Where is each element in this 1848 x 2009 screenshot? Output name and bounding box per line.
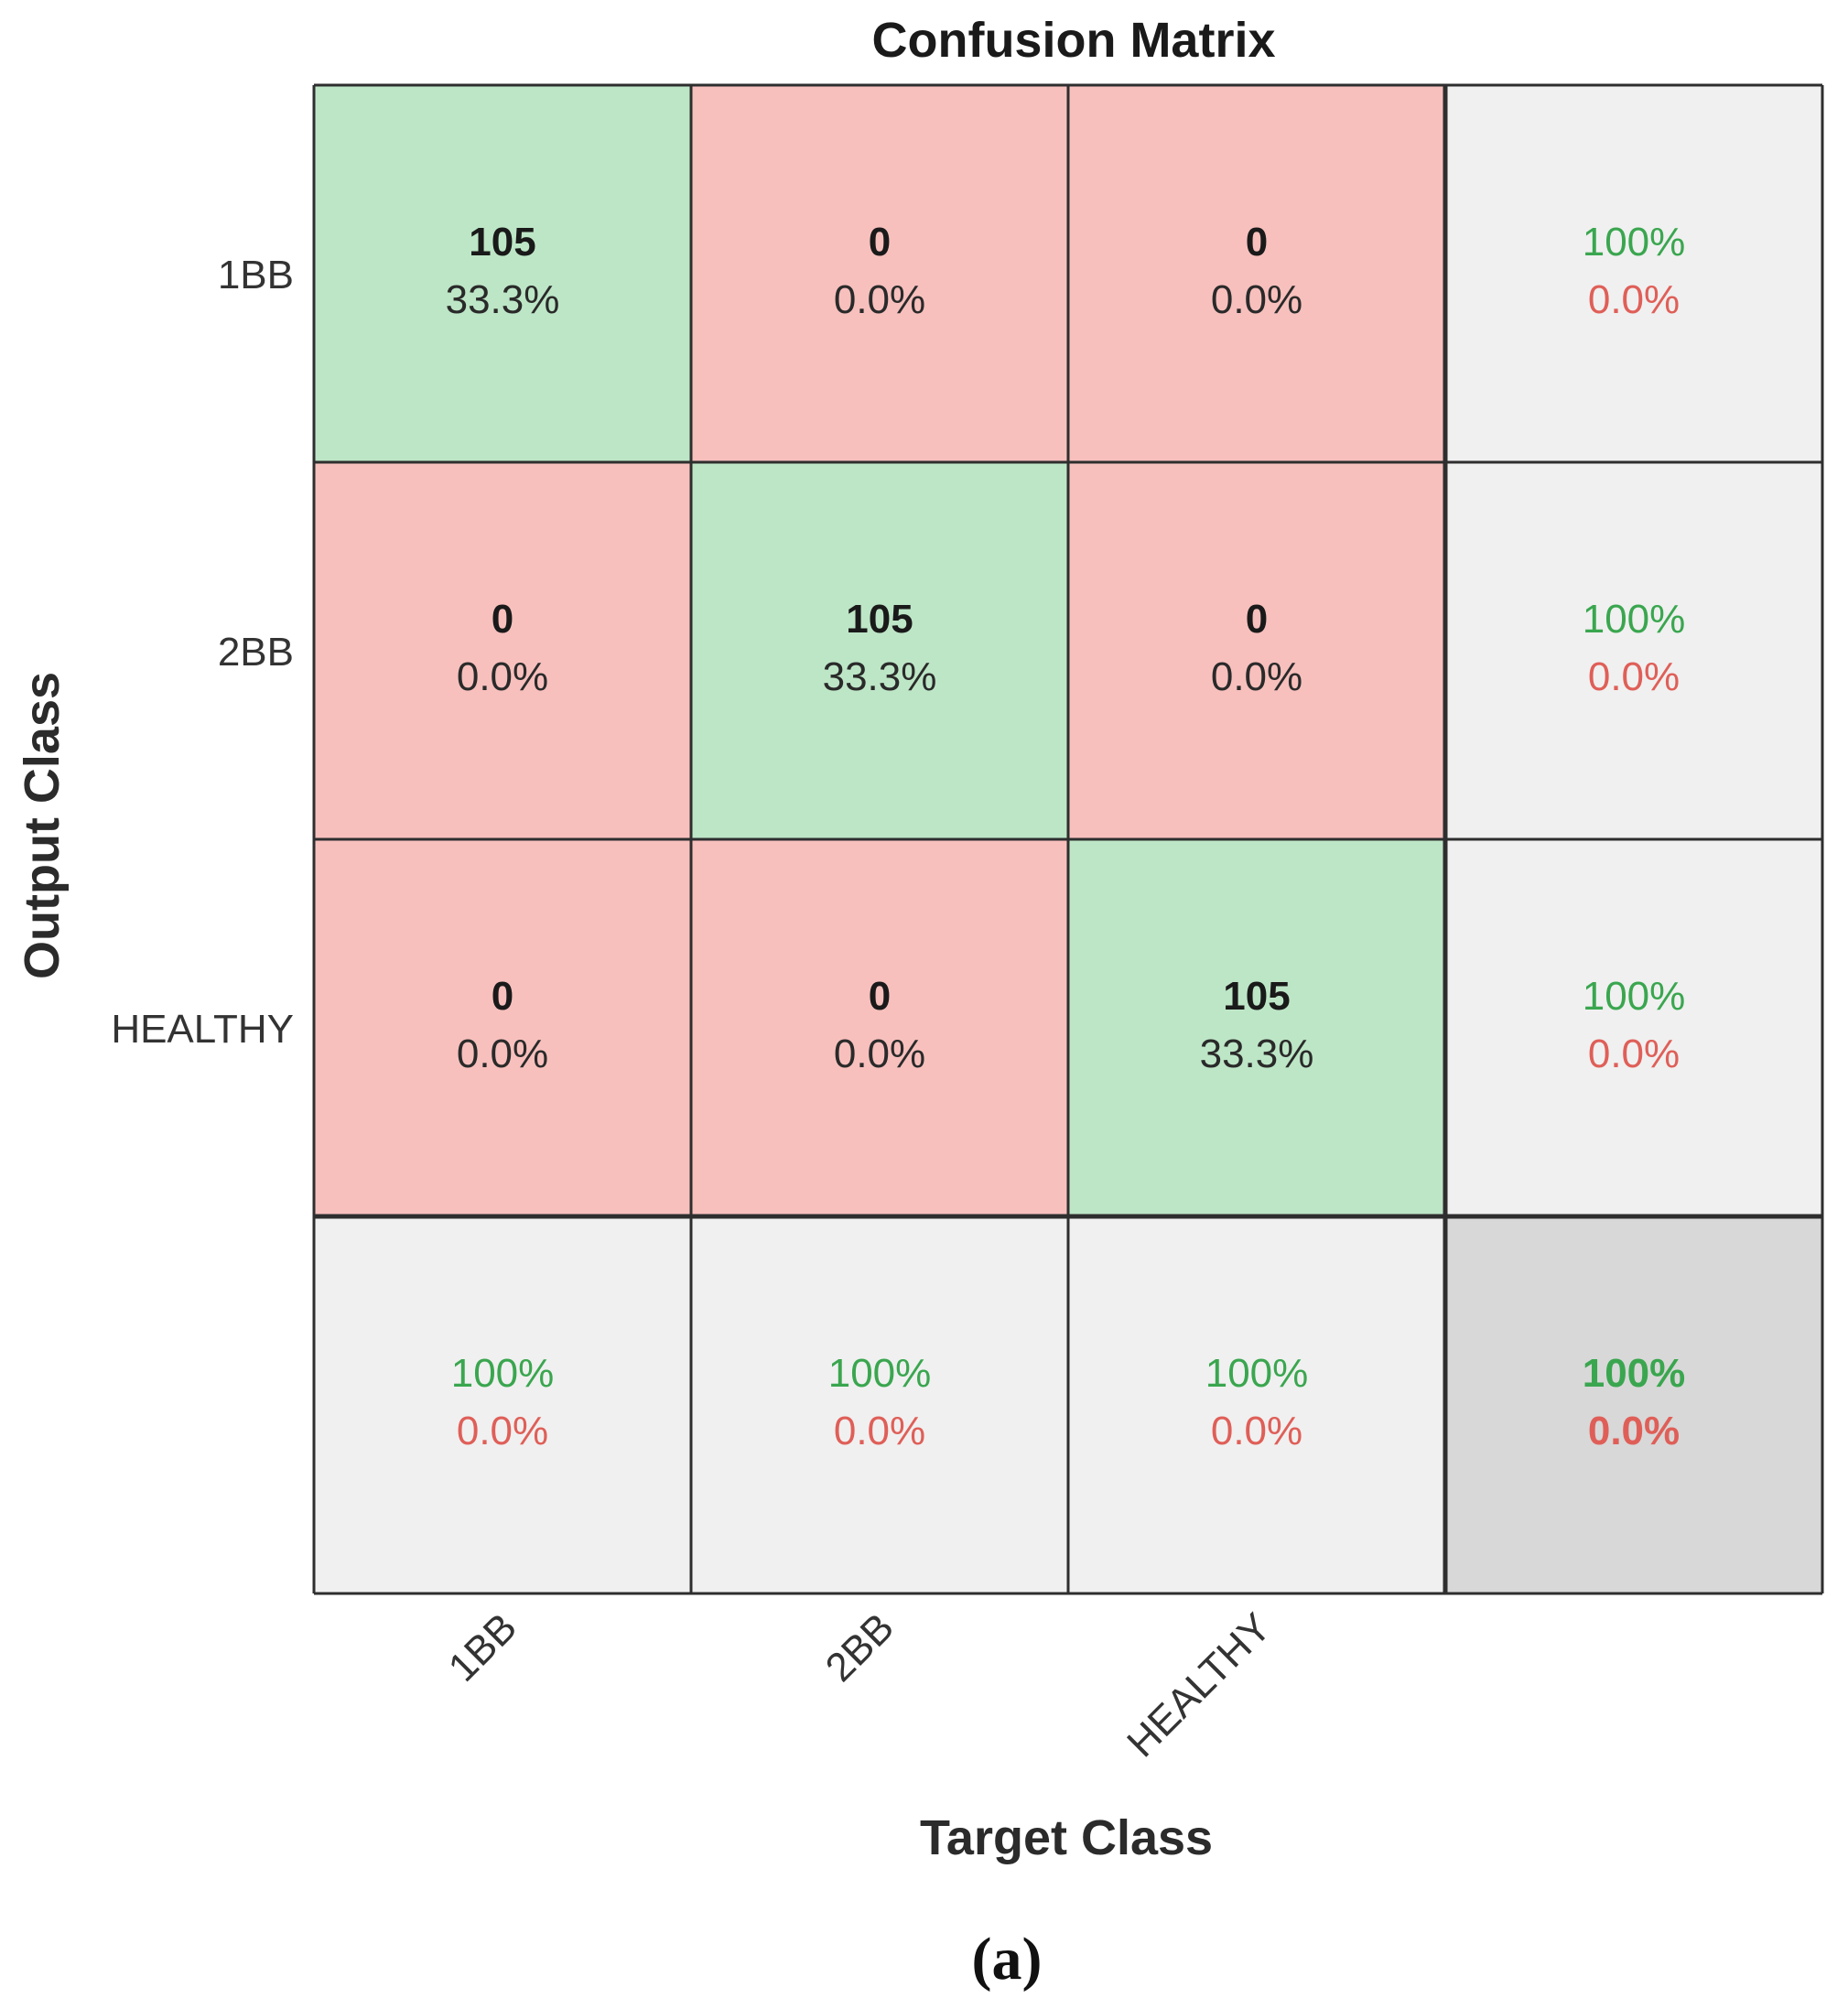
y-tick-label: HEALTHY	[111, 1007, 294, 1052]
cell-percent-label: 0.0%	[834, 277, 925, 322]
cell-percent-label: 0.0%	[1211, 654, 1302, 699]
correct-prediction-cell	[314, 85, 691, 462]
figure-caption: (a)	[972, 1926, 1043, 1993]
summary-incorrect-label: 0.0%	[1211, 1409, 1302, 1453]
misclassification-cell	[314, 839, 691, 1216]
cell-percent-label: 33.3%	[823, 654, 937, 699]
row-summary-cell	[1445, 85, 1822, 462]
summary-correct-label: 100%	[1583, 597, 1686, 642]
summary-correct-label: 100%	[451, 1351, 555, 1396]
cell-count-label: 0	[869, 220, 891, 265]
misclassification-cell	[314, 462, 691, 839]
column-summary-cell	[691, 1216, 1068, 1593]
summary-correct-label: 100%	[1205, 1351, 1309, 1396]
cell-count-label: 105	[1223, 974, 1290, 1019]
summary-incorrect-label: 0.0%	[1588, 654, 1680, 699]
cell-count-label: 105	[469, 220, 535, 265]
misclassification-cell	[1068, 462, 1445, 839]
summary-correct-label: 100%	[1583, 220, 1686, 265]
matrix-grid	[312, 83, 1824, 1595]
x-tick-label: 1BB	[440, 1604, 525, 1690]
cell-percent-label: 0.0%	[457, 1032, 548, 1076]
matrix-text: 105 33.3% 0 0.0% 0 0.0% 100% 0.0% 0 0.0% 105 33.3% 0…	[446, 220, 1686, 1453]
summary-incorrect-label: 0.0%	[457, 1409, 548, 1453]
row-summary-cell	[1445, 839, 1822, 1216]
y-tick-label: 2BB	[218, 630, 294, 675]
cell-percent-label: 33.3%	[446, 277, 560, 322]
summary-incorrect-label: 0.0%	[1588, 277, 1680, 322]
cell-percent-label: 0.0%	[1211, 277, 1302, 322]
matrix-cells	[314, 85, 1822, 1593]
misclassification-cell	[691, 85, 1068, 462]
summary-incorrect-label: 0.0%	[1588, 1032, 1680, 1076]
correct-prediction-cell	[1068, 839, 1445, 1216]
summary-correct-label: 100%	[828, 1351, 932, 1396]
summary-correct-label: 100%	[1583, 974, 1686, 1019]
column-summary-cell	[1068, 1216, 1445, 1593]
summary-incorrect-label: 0.0%	[1588, 1409, 1680, 1453]
cell-count-label: 0	[492, 974, 513, 1019]
summary-correct-label: 100%	[1583, 1351, 1686, 1396]
cell-count-label: 0	[492, 597, 513, 642]
x-tick-label: HEALTHY	[1119, 1604, 1280, 1766]
cell-count-label: 0	[1246, 597, 1268, 642]
summary-incorrect-label: 0.0%	[834, 1409, 925, 1453]
cell-count-label: 0	[869, 974, 891, 1019]
cell-percent-label: 0.0%	[457, 654, 548, 699]
cell-count-label: 0	[1246, 220, 1268, 265]
column-summary-cell	[314, 1216, 691, 1593]
correct-prediction-cell	[691, 462, 1068, 839]
cell-percent-label: 33.3%	[1200, 1032, 1314, 1076]
y-axis-label: Output Class	[15, 672, 70, 979]
misclassification-cell	[691, 839, 1068, 1216]
misclassification-cell	[1068, 85, 1445, 462]
cell-count-label: 105	[846, 597, 913, 642]
chart-title: Confusion Matrix	[872, 13, 1276, 68]
x-tick-label: 2BB	[817, 1604, 902, 1690]
overall-accuracy-cell	[1445, 1216, 1822, 1593]
x-axis-label: Target Class	[920, 1810, 1213, 1865]
row-summary-cell	[1445, 462, 1822, 839]
cell-percent-label: 0.0%	[834, 1032, 925, 1076]
y-tick-label: 1BB	[218, 253, 294, 297]
